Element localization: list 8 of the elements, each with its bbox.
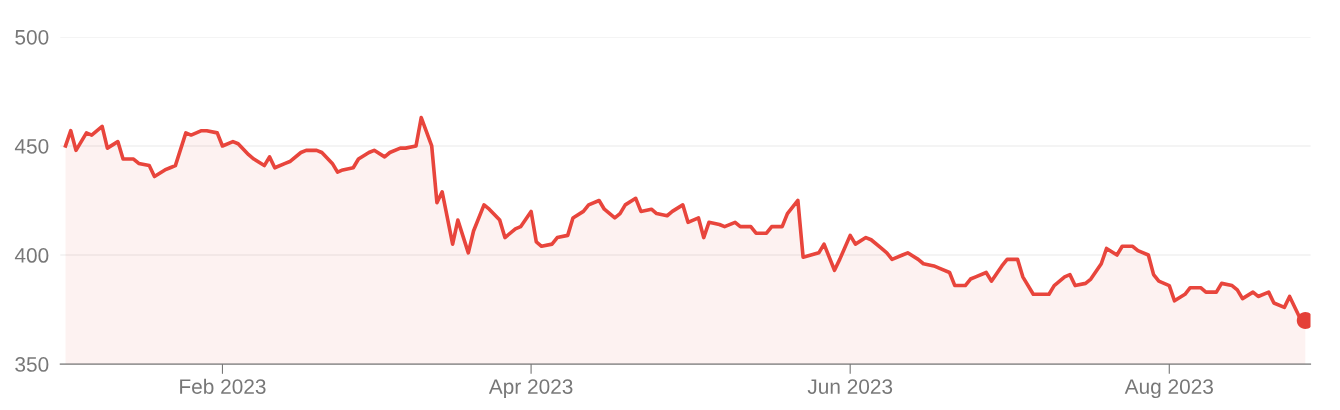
- x-tick-label: Aug 2023: [1124, 379, 1213, 399]
- y-tick-label: 450: [14, 138, 49, 154]
- x-tick-label: Jun 2023: [807, 379, 893, 394]
- y-tick-label: 350: [15, 357, 49, 372]
- y-tick-label: 500: [15, 29, 49, 45]
- y-tick-label: 400: [14, 248, 49, 263]
- x-tick-label: Apr 2023: [488, 379, 573, 399]
- x-tick-label: Feb 2023: [180, 378, 266, 394]
